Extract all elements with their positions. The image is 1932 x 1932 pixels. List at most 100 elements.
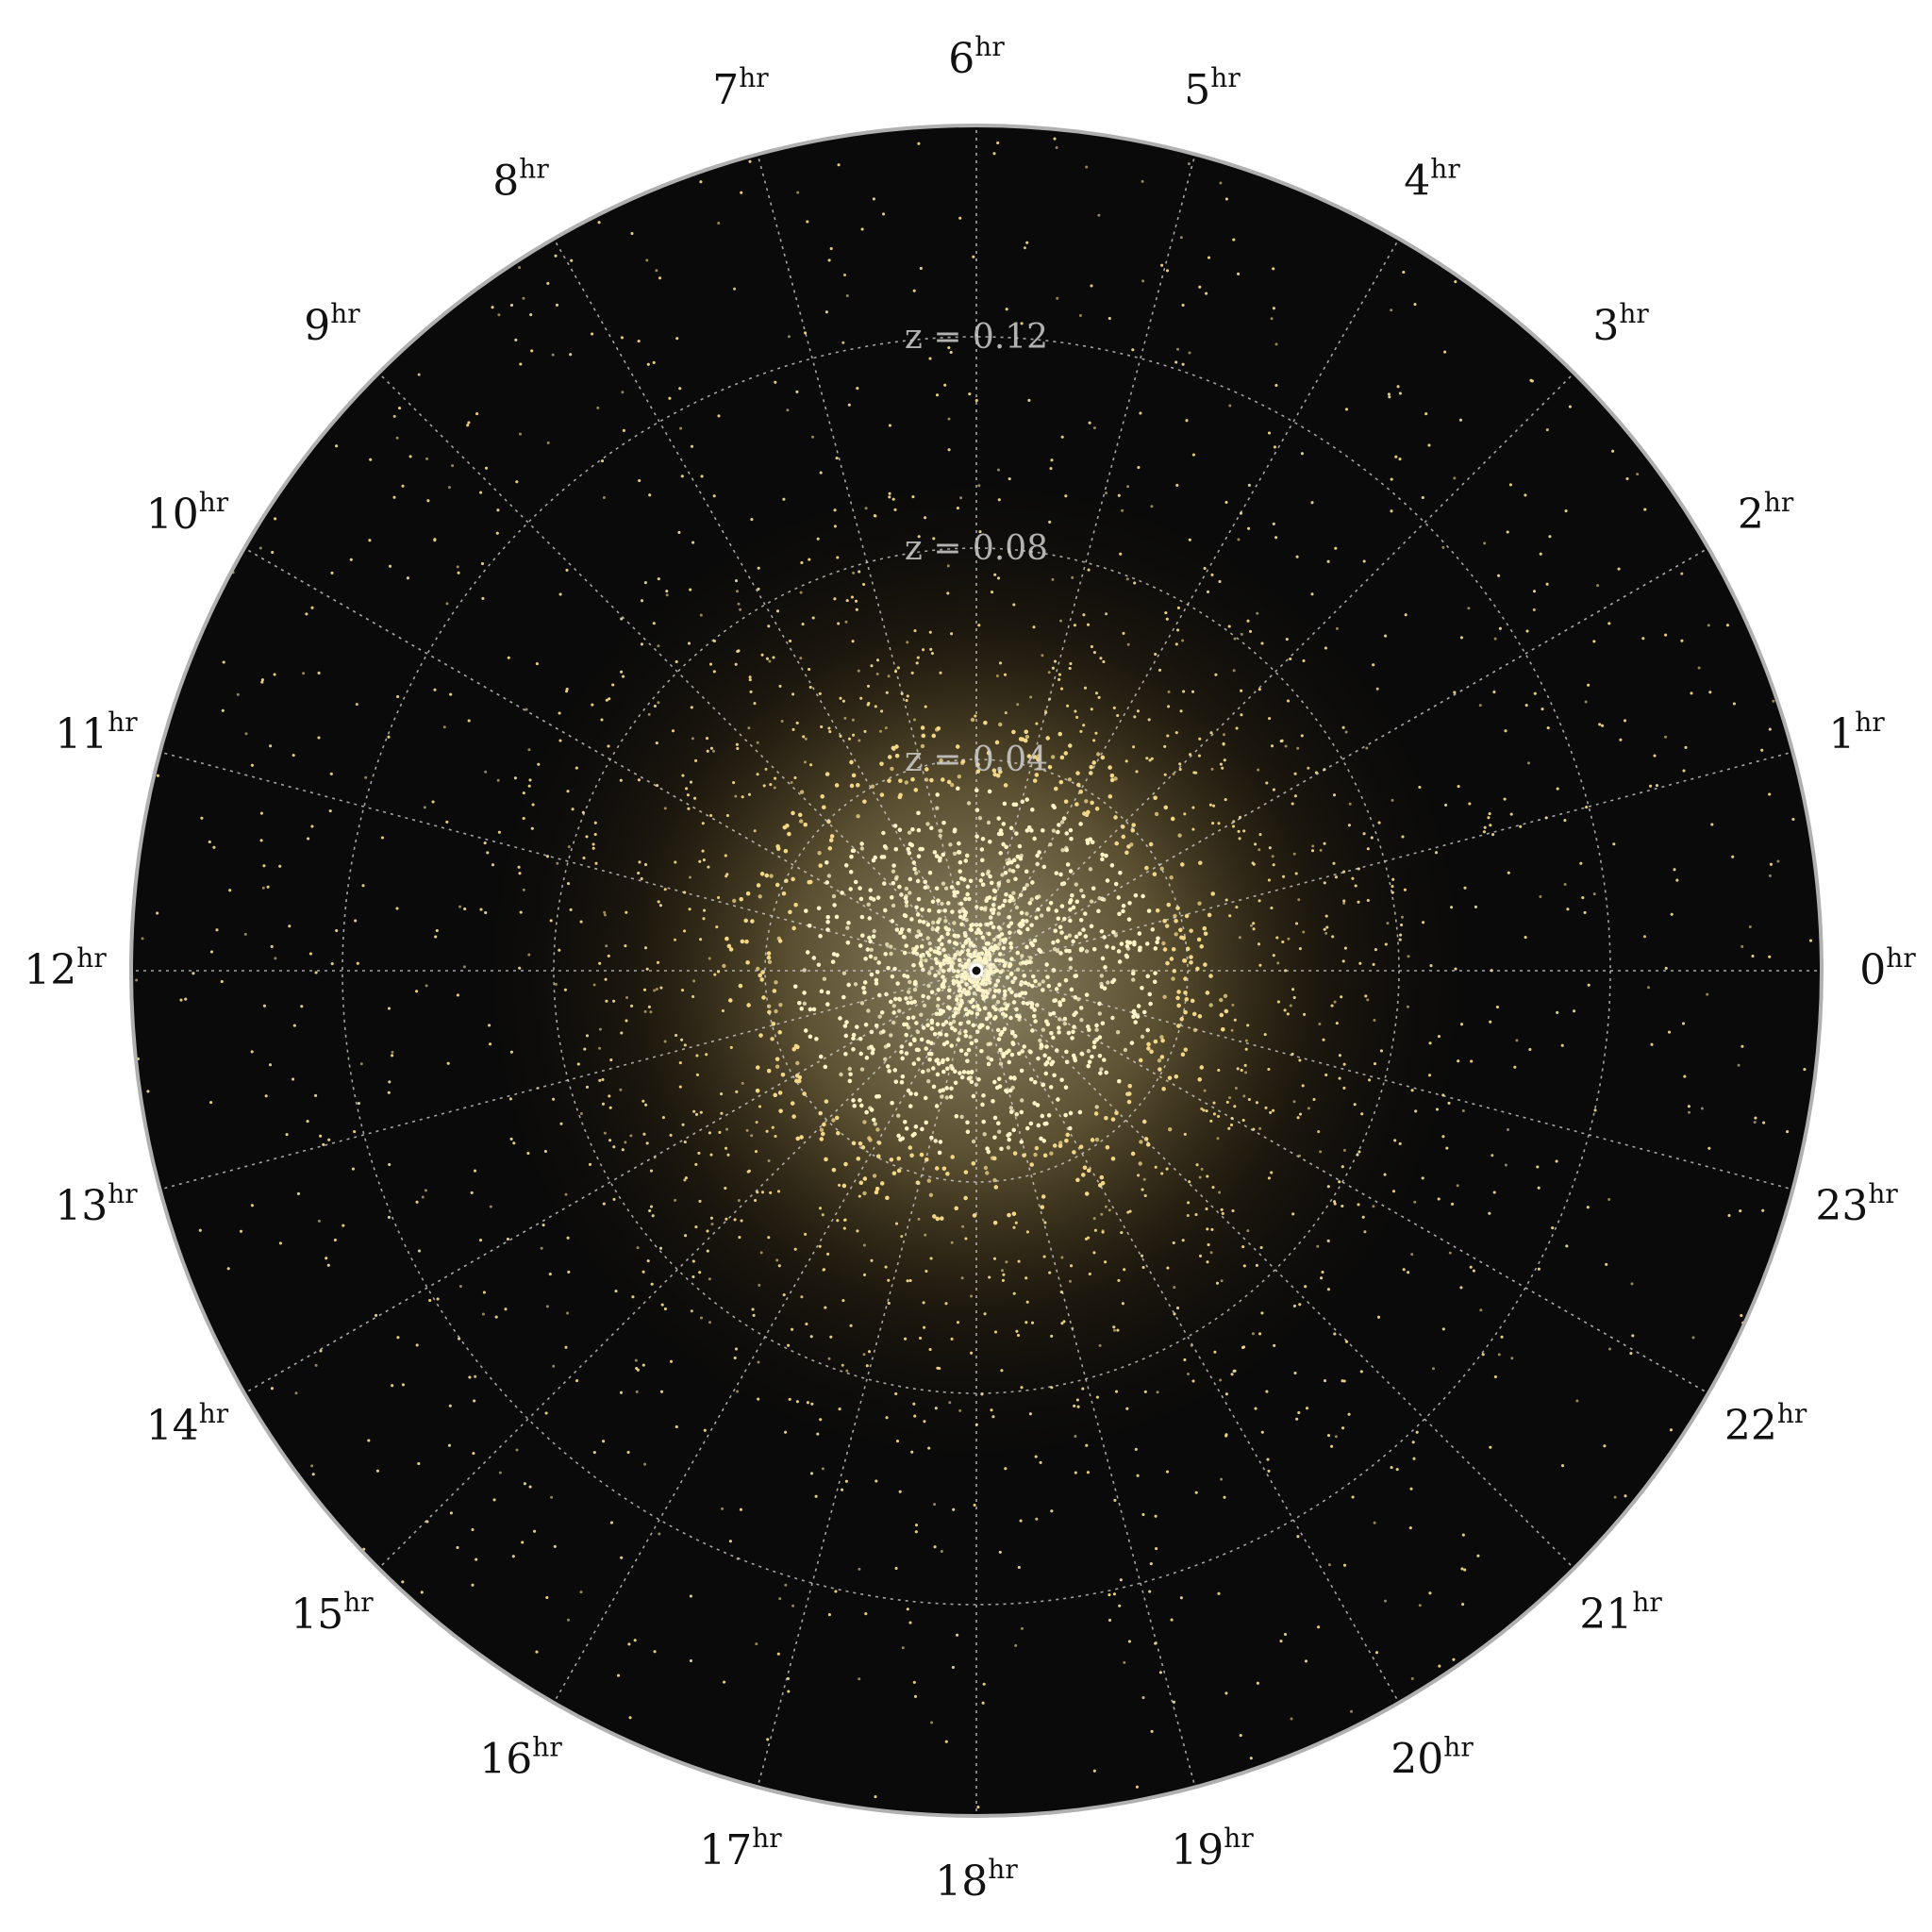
galaxy-point [1092, 426, 1096, 430]
galaxy-point [1157, 1058, 1162, 1063]
galaxy-point [1228, 404, 1232, 408]
galaxy-point [1131, 977, 1136, 982]
galaxy-point [1366, 998, 1370, 1002]
galaxy-point [527, 748, 531, 752]
galaxy-point [925, 936, 930, 941]
galaxy-point [1504, 1163, 1507, 1167]
galaxy-point [567, 1618, 570, 1622]
galaxy-point [424, 1189, 427, 1192]
galaxy-point [1348, 802, 1352, 806]
galaxy-point [1311, 844, 1315, 848]
galaxy-point [952, 851, 958, 857]
galaxy-point [1461, 1109, 1465, 1112]
galaxy-point [294, 1391, 298, 1395]
galaxy-point [914, 871, 919, 875]
galaxy-point [515, 1448, 519, 1452]
galaxy-point [951, 1019, 957, 1024]
galaxy-point [1011, 891, 1016, 895]
galaxy-point [925, 1068, 931, 1073]
galaxy-point [579, 1112, 583, 1115]
galaxy-point [1029, 695, 1033, 699]
galaxy-point [767, 959, 773, 964]
galaxy-point [935, 806, 940, 810]
galaxy-point [540, 1246, 543, 1250]
galaxy-point [1203, 1089, 1207, 1092]
galaxy-point [496, 778, 500, 782]
galaxy-point [1230, 1028, 1234, 1032]
galaxy-point [737, 1199, 741, 1202]
galaxy-point [847, 1066, 852, 1072]
galaxy-point [970, 717, 975, 723]
galaxy-point [957, 774, 961, 779]
galaxy-point [856, 814, 860, 819]
galaxy-point [796, 191, 800, 194]
galaxy-point [1005, 1260, 1008, 1264]
galaxy-point [527, 953, 531, 957]
galaxy-point [1177, 833, 1182, 838]
galaxy-point [1051, 828, 1057, 833]
galaxy-point [135, 978, 139, 982]
galaxy-point [1029, 897, 1034, 902]
galaxy-point [1008, 868, 1012, 873]
galaxy-point [845, 294, 849, 297]
galaxy-point [875, 1127, 880, 1132]
galaxy-point [889, 1033, 893, 1038]
galaxy-point [983, 1165, 989, 1171]
galaxy-point [920, 743, 925, 749]
galaxy-point [1162, 994, 1167, 1000]
galaxy-point [787, 335, 791, 339]
galaxy-point [634, 1358, 638, 1362]
galaxy-point [1074, 1435, 1077, 1438]
galaxy-point [831, 1118, 836, 1123]
galaxy-point [759, 1251, 763, 1255]
galaxy-point [930, 926, 935, 932]
galaxy-point [1219, 997, 1224, 1003]
galaxy-point [1418, 1604, 1422, 1607]
galaxy-point [844, 620, 848, 624]
galaxy-point [750, 1134, 754, 1138]
galaxy-point [819, 1127, 824, 1132]
galaxy-point [1233, 637, 1237, 641]
galaxy-point [996, 911, 1001, 916]
galaxy-point [866, 902, 871, 907]
galaxy-point [889, 944, 893, 949]
galaxy-point [947, 417, 951, 421]
galaxy-point [1707, 624, 1710, 627]
galaxy-point [425, 984, 428, 988]
galaxy-point [522, 888, 525, 891]
galaxy-point [1515, 1039, 1519, 1042]
galaxy-point [1270, 317, 1274, 321]
galaxy-point [1231, 1003, 1235, 1007]
galaxy-point [950, 782, 955, 788]
galaxy-point [1228, 1096, 1232, 1100]
galaxy-point [961, 1224, 965, 1228]
galaxy-point [1139, 1140, 1143, 1144]
galaxy-point [891, 903, 896, 908]
galaxy-point [1089, 899, 1094, 904]
galaxy-point [995, 675, 999, 677]
galaxy-point [817, 851, 822, 856]
galaxy-point [1154, 811, 1159, 817]
galaxy-point [869, 947, 874, 952]
galaxy-point [1271, 855, 1274, 858]
galaxy-point [822, 976, 827, 981]
galaxy-point [986, 869, 991, 874]
galaxy-point [647, 712, 651, 716]
galaxy-point [1401, 915, 1404, 919]
galaxy-point [1197, 901, 1202, 906]
galaxy-point [773, 786, 776, 790]
galaxy-point [451, 464, 455, 468]
galaxy-point [1307, 1107, 1310, 1110]
galaxy-point [657, 644, 660, 648]
galaxy-point [442, 725, 446, 729]
galaxy-point [877, 1014, 882, 1019]
galaxy-point [1068, 965, 1074, 971]
galaxy-point [1691, 1336, 1695, 1340]
galaxy-point [1181, 639, 1185, 642]
galaxy-point [1284, 744, 1288, 748]
galaxy-point [1218, 1191, 1222, 1194]
galaxy-point [922, 1003, 927, 1008]
galaxy-point [906, 641, 909, 644]
galaxy-point [1772, 699, 1775, 703]
galaxy-point [1071, 575, 1074, 579]
